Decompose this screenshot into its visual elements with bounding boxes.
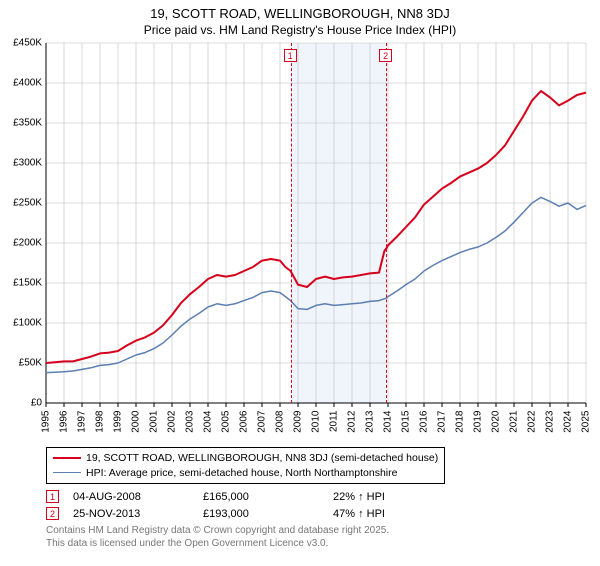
x-axis-label: 2004 <box>203 410 214 450</box>
footer-attribution: Contains HM Land Registry data © Crown c… <box>46 524 600 550</box>
legend-label: HPI: Average price, semi-detached house,… <box>86 467 397 479</box>
x-axis-label: 2000 <box>131 410 142 450</box>
sale-price: £165,000 <box>203 491 333 503</box>
y-axis-label: £250K <box>2 197 42 208</box>
y-axis-label: £100K <box>2 317 42 328</box>
x-axis-label: 2024 <box>563 410 574 450</box>
y-axis-label: £300K <box>2 157 42 168</box>
sale-date: 25-NOV-2013 <box>73 508 203 520</box>
y-axis-label: £450K <box>2 37 42 48</box>
line-chart <box>46 43 586 403</box>
y-axis-label: £400K <box>2 77 42 88</box>
x-axis-label: 2018 <box>455 410 466 450</box>
x-axis-label: 2011 <box>329 410 340 450</box>
x-axis-label: 2009 <box>293 410 304 450</box>
y-axis-label: £150K <box>2 277 42 288</box>
sale-delta: 47% ↑ HPI <box>333 508 463 520</box>
x-axis-label: 2005 <box>221 410 232 450</box>
y-axis-label: £200K <box>2 237 42 248</box>
sale-marker-badge: 2 <box>46 507 59 520</box>
legend-item: HPI: Average price, semi-detached house,… <box>53 466 438 481</box>
chart-area: £0£50K£100K£150K£200K£250K£300K£350K£400… <box>46 43 586 403</box>
sale-date: 04-AUG-2008 <box>73 491 203 503</box>
sale-marker-line <box>291 43 292 403</box>
x-axis-label: 2013 <box>365 410 376 450</box>
x-axis-label: 2021 <box>509 410 520 450</box>
x-axis-label: 2001 <box>149 410 160 450</box>
x-axis-label: 1995 <box>41 410 52 450</box>
footer-line-1: Contains HM Land Registry data © Crown c… <box>46 524 600 537</box>
legend-label: 19, SCOTT ROAD, WELLINGBOROUGH, NN8 3DJ … <box>86 452 438 464</box>
y-axis-label: £0 <box>2 397 42 408</box>
sale-marker-badge: 1 <box>46 490 59 503</box>
chart-subtitle: Price paid vs. HM Land Registry's House … <box>0 23 600 37</box>
footer-line-2: This data is licensed under the Open Gov… <box>46 537 600 550</box>
x-axis-label: 1998 <box>95 410 106 450</box>
x-axis-label: 2003 <box>185 410 196 450</box>
legend-box: 19, SCOTT ROAD, WELLINGBOROUGH, NN8 3DJ … <box>46 447 445 484</box>
x-axis-label: 2023 <box>545 410 556 450</box>
x-axis-label: 2025 <box>581 410 592 450</box>
x-axis-label: 2008 <box>275 410 286 450</box>
x-axis-label: 2020 <box>491 410 502 450</box>
legend-swatch <box>53 472 81 473</box>
legend-swatch <box>53 457 81 459</box>
sale-marker-badge: 1 <box>284 49 297 62</box>
sale-row: 1 04-AUG-2008£165,00022% ↑ HPI <box>46 490 600 503</box>
sales-table: 1 04-AUG-2008£165,00022% ↑ HPI 2 25-NOV-201… <box>46 490 600 520</box>
x-axis-label: 2015 <box>401 410 412 450</box>
x-axis-label: 1996 <box>59 410 70 450</box>
x-axis-label: 2022 <box>527 410 538 450</box>
sale-price: £193,000 <box>203 508 333 520</box>
sale-marker-line <box>386 43 387 403</box>
x-axis-label: 2010 <box>311 410 322 450</box>
x-axis-label: 2002 <box>167 410 178 450</box>
x-axis-label: 2006 <box>239 410 250 450</box>
sale-marker-badge: 2 <box>379 49 392 62</box>
legend-item: 19, SCOTT ROAD, WELLINGBOROUGH, NN8 3DJ … <box>53 451 438 466</box>
x-axis-label: 2019 <box>473 410 484 450</box>
x-axis-label: 2014 <box>383 410 394 450</box>
x-axis-label: 2012 <box>347 410 358 450</box>
y-axis-label: £50K <box>2 357 42 368</box>
y-axis-label: £350K <box>2 117 42 128</box>
x-axis-label: 1999 <box>113 410 124 450</box>
legend: 19, SCOTT ROAD, WELLINGBOROUGH, NN8 3DJ … <box>46 447 586 484</box>
x-axis-label: 1997 <box>77 410 88 450</box>
sale-delta: 22% ↑ HPI <box>333 491 463 503</box>
x-axis-label: 2016 <box>419 410 430 450</box>
x-axis-label: 2017 <box>437 410 448 450</box>
chart-title: 19, SCOTT ROAD, WELLINGBOROUGH, NN8 3DJ <box>0 6 600 23</box>
x-axis-label: 2007 <box>257 410 268 450</box>
sale-row: 2 25-NOV-2013£193,00047% ↑ HPI <box>46 507 600 520</box>
